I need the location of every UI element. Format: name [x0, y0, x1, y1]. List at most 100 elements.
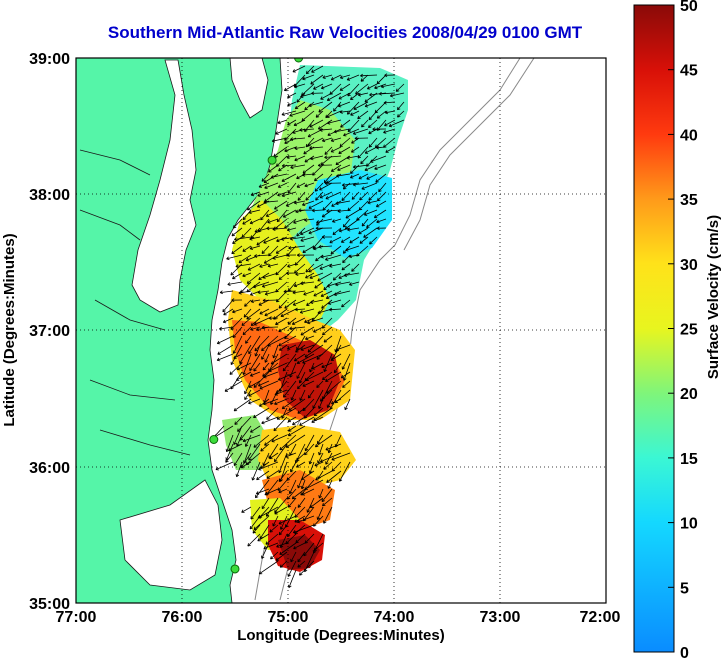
velocity-arrow [317, 452, 324, 464]
velocity-arrow [321, 299, 333, 309]
y-tick-label: 35:00 [29, 596, 70, 613]
velocity-arrow [272, 344, 279, 359]
velocity-arrow [357, 146, 369, 159]
velocity-arrow [264, 182, 279, 189]
velocity-arrow [308, 452, 315, 465]
x-axis-label: Longitude (Degrees:Minutes) [237, 627, 445, 644]
velocity-arrow [308, 200, 324, 209]
velocity-arrow [278, 524, 288, 536]
velocity-arrow [231, 227, 243, 237]
velocity-arrow [235, 461, 243, 478]
velocity-arrow [378, 91, 396, 96]
velocity-arrow [228, 443, 243, 452]
velocity-arrow [332, 218, 342, 223]
velocity-arrow [292, 524, 315, 534]
velocity-arrow [309, 362, 315, 373]
velocity-arrow [311, 416, 324, 423]
velocity-arrow [294, 101, 306, 110]
y-axis-label: Latitude (Degrees:Minutes) [1, 233, 18, 426]
velocity-arrow [368, 119, 378, 128]
velocity-arrow [359, 191, 369, 201]
velocity-arrow [328, 307, 342, 312]
velocity-arrow [301, 488, 315, 496]
velocity-arrow [304, 335, 315, 341]
velocity-arrow [302, 380, 315, 387]
velocity-arrow [366, 218, 378, 228]
velocity-arrow [241, 317, 252, 326]
velocity-arrow [258, 560, 279, 575]
velocity-arrow [264, 488, 279, 496]
velocity-arrow [225, 452, 234, 463]
velocity-arrow [384, 73, 396, 78]
velocity-arrow [219, 326, 234, 331]
velocity-arrow [272, 254, 288, 260]
velocity-arrow [280, 515, 288, 530]
velocity-arrow [302, 74, 315, 81]
velocity-arrow [242, 326, 252, 336]
velocity-arrow [242, 434, 261, 443]
velocity-arrow [373, 209, 387, 219]
velocity-arrow [250, 425, 261, 433]
velocity-arrow [351, 137, 360, 144]
colorbar [633, 4, 675, 653]
velocity-arrow [322, 200, 333, 211]
velocity-arrow [262, 362, 270, 371]
velocity-arrow [301, 200, 315, 207]
velocity-arrow [254, 344, 261, 357]
velocity-arrow [293, 281, 306, 288]
velocity-arrow [377, 191, 387, 202]
grid-lines [76, 58, 606, 603]
velocity-arrow [314, 434, 333, 448]
velocity-arrow [296, 227, 306, 237]
velocity-arrow [286, 344, 297, 350]
velocity-arrow [343, 128, 360, 137]
velocity-arrow [305, 263, 315, 273]
velocity-arrow [274, 389, 288, 396]
velocity-arrows [211, 65, 405, 589]
velocity-arrow [318, 443, 324, 456]
velocity-arrow [235, 371, 252, 381]
velocity-arrow [296, 353, 315, 364]
velocity-arrow [307, 137, 324, 147]
velocity-arrow [308, 101, 324, 108]
velocity-arrow [354, 136, 369, 141]
velocity-arrow [248, 389, 261, 397]
velocity-arrow [292, 299, 306, 306]
velocity-arrow [352, 182, 369, 187]
velocity-arrow [282, 209, 297, 218]
station-marker [209, 435, 219, 444]
velocity-arrow [264, 290, 279, 296]
velocity-arrow [251, 461, 261, 481]
velocity-arrow [233, 425, 243, 445]
velocity-arrow [259, 263, 270, 268]
velocity-arrow [341, 191, 351, 201]
velocity-arrow [363, 209, 378, 216]
velocity-arrow [374, 83, 387, 90]
velocity-arrow [352, 164, 369, 169]
velocity-arrow [349, 281, 360, 286]
velocity-arrow [323, 335, 333, 343]
velocity-arrow [229, 362, 243, 375]
colorbar-ticks: 0 5 10 15 20 25 30 35 40 45 50 [668, 0, 698, 659]
velocity-arrow [290, 389, 297, 401]
velocity-arrow [353, 101, 369, 110]
velocity-arrow [384, 110, 396, 115]
velocity-arrow [258, 461, 279, 471]
velocity-arrow [293, 200, 306, 205]
colorbar-tick-label: 35 [680, 192, 698, 209]
velocity-arrow [277, 119, 288, 125]
velocity-arrow [252, 281, 270, 289]
velocity-arrow [279, 344, 288, 351]
velocity-arrow [299, 416, 315, 426]
velocity-arrow [266, 470, 279, 479]
velocity-arrow [330, 74, 342, 81]
velocity-arrow [291, 488, 306, 500]
velocity-arrow [317, 272, 333, 282]
velocity-arrow [320, 290, 333, 297]
velocity-arrow [358, 173, 369, 180]
velocity-arrow [315, 470, 333, 481]
velocity-arrow [357, 110, 369, 120]
velocity-arrow [275, 245, 288, 254]
velocity-arrow [223, 308, 234, 316]
velocity-arrow [263, 173, 279, 183]
